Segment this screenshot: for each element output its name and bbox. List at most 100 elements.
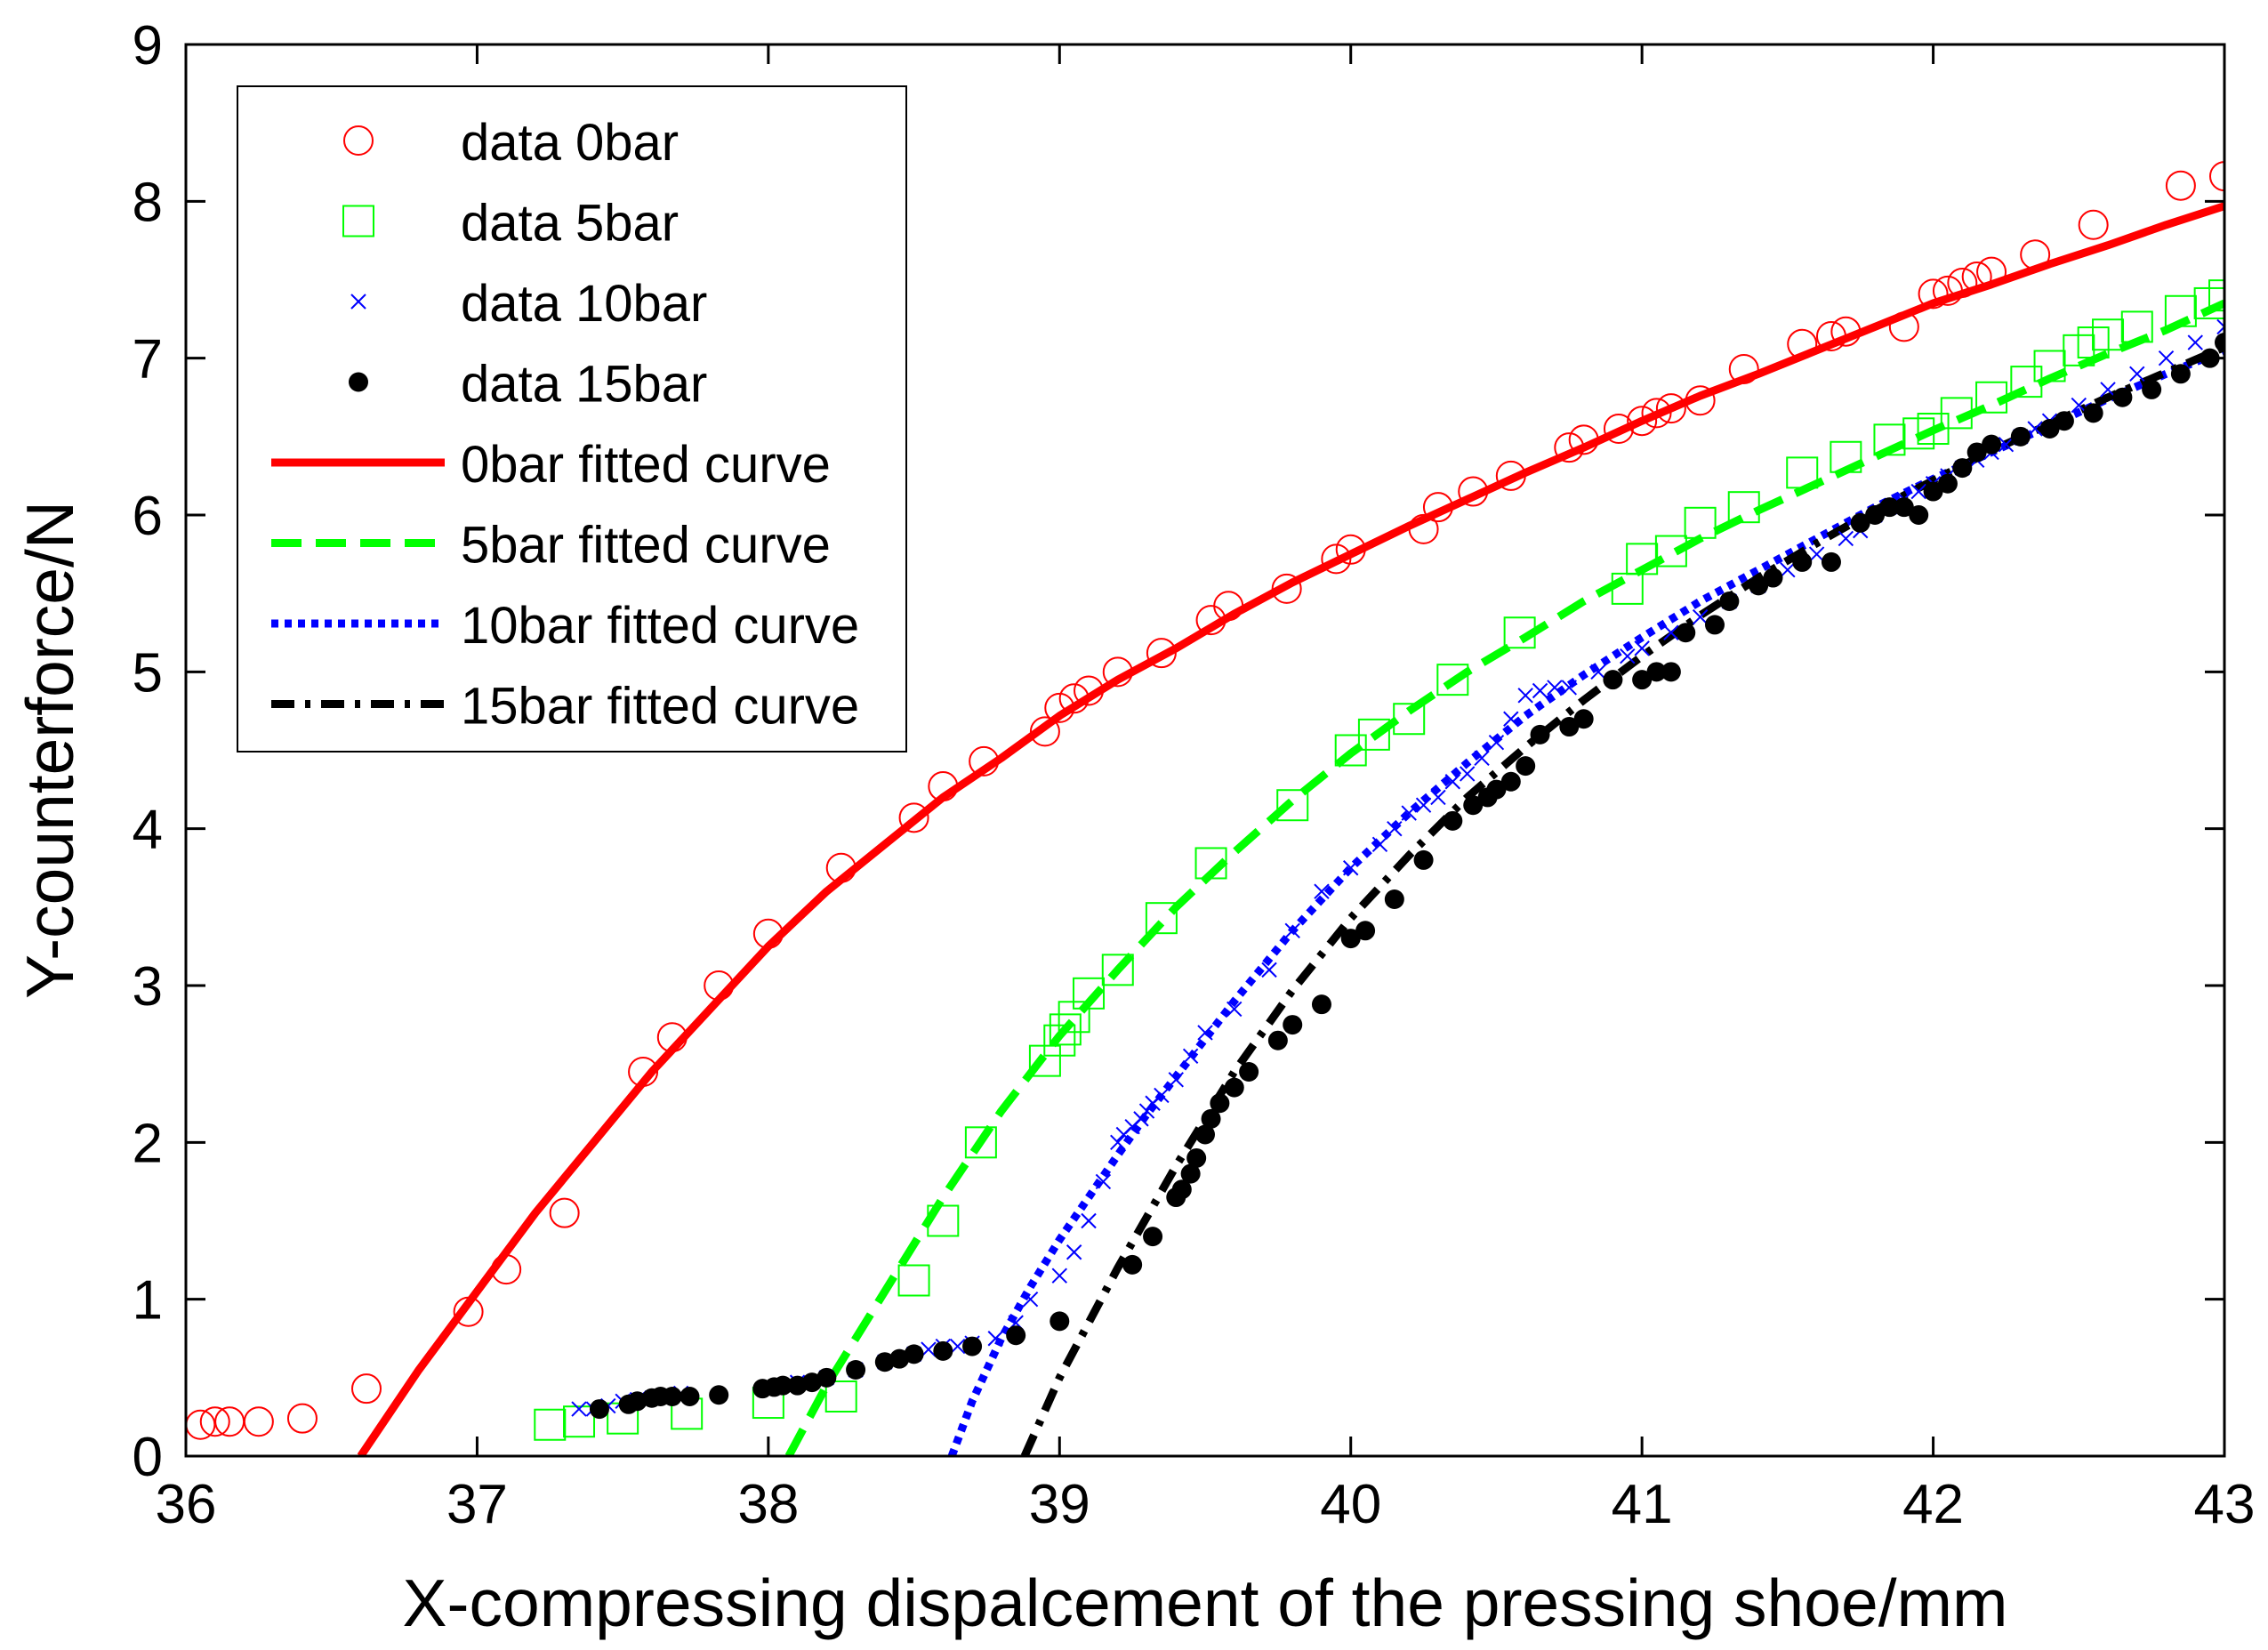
x-axis-label: X-compressing dispalcement of the pressi…: [403, 1565, 2008, 1640]
series-line-5: [784, 299, 2224, 1456]
data-point: [2020, 239, 2051, 270]
data-point: [1335, 534, 1366, 565]
x-tick-label: 36: [156, 1474, 217, 1535]
data-point: [1627, 406, 1658, 437]
data-point: [1661, 662, 1681, 682]
data-point: [2158, 350, 2175, 366]
legend-item: data 0bar: [343, 114, 679, 172]
data-point: [1937, 473, 1958, 494]
series-markers-3: [589, 333, 2224, 1420]
data-point: [1413, 849, 1434, 870]
data-point: [1408, 513, 1439, 544]
legend-item: 0bar fitted curve: [271, 436, 831, 494]
data-point: [571, 1401, 587, 1417]
data-point: [2208, 279, 2224, 312]
data-point: [1276, 789, 1309, 822]
data-point: [2027, 421, 2043, 437]
data-point: [1321, 543, 1352, 575]
data-point: [1168, 1072, 1184, 1088]
y-tick-label: 4: [133, 800, 163, 861]
data-point: [1547, 680, 1563, 696]
data-point: [627, 1391, 647, 1412]
data-point: [1603, 414, 1634, 445]
data-point: [1685, 385, 1716, 416]
data-point: [680, 1386, 700, 1406]
plot-area: [186, 161, 2224, 1456]
x-tick-label: 40: [1320, 1474, 1381, 1535]
data-point: [1923, 481, 1943, 502]
data-point: [1787, 328, 1818, 359]
data-point: [1357, 718, 1390, 751]
data-point: [1443, 810, 1463, 831]
data-point: [1568, 424, 1599, 455]
data-point: [1261, 962, 1277, 978]
legend-item: data 5bar: [342, 195, 679, 253]
data-point: [1182, 1048, 1199, 1065]
data-point: [1074, 675, 1105, 706]
data-point: [1444, 774, 1461, 790]
data-point: [752, 918, 784, 949]
data-point: [1909, 505, 1929, 525]
data-point: [1197, 1025, 1213, 1041]
data-point: [1719, 591, 1740, 611]
y-tick-label: 3: [133, 956, 163, 1018]
data-point: [1393, 703, 1426, 736]
data-point: [1966, 442, 1987, 463]
data-point: [1763, 567, 1783, 588]
data-point: [1051, 1268, 1067, 1284]
legend-label: 15bar fitted curve: [461, 678, 859, 736]
data-point: [709, 1385, 729, 1405]
data-point: [2078, 209, 2109, 240]
legend-marker: [342, 205, 374, 237]
data-point: [199, 1406, 230, 1437]
data-point: [1780, 562, 1796, 578]
legend-item: data 15bar: [349, 356, 707, 414]
y-tick-label: 1: [133, 1270, 163, 1332]
data-point: [1808, 546, 1825, 562]
data-point: [1371, 836, 1388, 853]
legend-label: 5bar fitted curve: [461, 517, 831, 575]
data-point: [1634, 640, 1650, 656]
data-point: [2129, 366, 2145, 382]
data-point: [1561, 680, 1577, 696]
data-point: [1676, 623, 1696, 643]
data-point: [1821, 551, 1841, 572]
legend-label: data 5bar: [461, 195, 679, 253]
data-point: [1879, 497, 1900, 518]
data-point: [1459, 766, 1476, 782]
y-axis-label: Y-counterforce/N: [12, 501, 87, 999]
plot-frame: [184, 43, 2226, 1458]
data-point: [2112, 387, 2133, 407]
data-point: [1006, 1325, 1026, 1346]
data-point: [1728, 354, 1759, 385]
data-point: [2165, 170, 2196, 201]
data-point: [1705, 615, 1725, 635]
data-point: [1516, 756, 1536, 777]
legend-item: 10bar fitted curve: [271, 597, 859, 655]
data-point: [1620, 648, 1636, 664]
data-point: [286, 1403, 318, 1434]
data-point: [1180, 1163, 1201, 1184]
data-point: [1463, 795, 1484, 816]
data-point: [1830, 316, 1862, 347]
data-point: [962, 1336, 983, 1356]
data-point: [1654, 535, 1687, 567]
data-point: [1138, 1103, 1155, 1119]
data-point: [1145, 902, 1178, 935]
data-point: [243, 1406, 274, 1437]
data-point: [846, 1360, 866, 1380]
legend-item: 15bar fitted curve: [271, 678, 859, 736]
data-point: [656, 1022, 688, 1053]
data-point: [1049, 1013, 1082, 1046]
data-point: [1436, 664, 1469, 696]
data-point: [904, 1344, 924, 1364]
data-point: [1146, 638, 1177, 669]
data-point: [1559, 717, 1580, 737]
legend-box: [237, 85, 907, 753]
data-point: [1495, 460, 1526, 491]
data-point: [1894, 497, 1914, 518]
series-markers-1: [534, 279, 2224, 1441]
data-point: [1632, 670, 1653, 690]
data-point: [898, 802, 929, 833]
